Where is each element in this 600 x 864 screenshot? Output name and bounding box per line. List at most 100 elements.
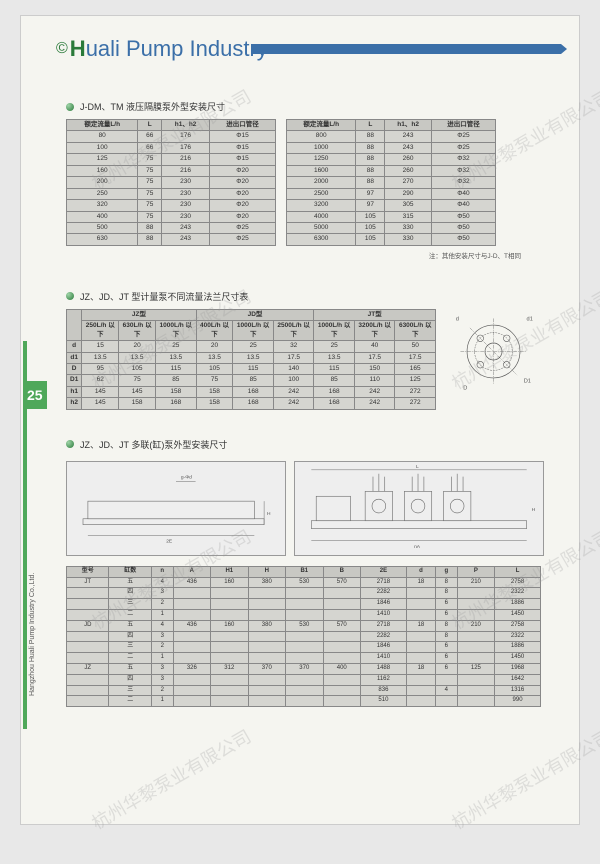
cell <box>211 631 248 642</box>
cell: 18 <box>406 577 435 588</box>
grp: JD型 <box>196 309 314 320</box>
svg-text:H: H <box>532 507 536 513</box>
cell: 88 <box>138 234 162 245</box>
catalog-page: © H uali Pump Industry 25 Hangzhou Huali… <box>20 15 580 825</box>
cell <box>211 653 248 664</box>
sub: 3200L/h 以下 <box>354 321 395 341</box>
section1-header: J-DM、TM 液压隔膜泵外型安装尺寸 <box>66 100 556 113</box>
cell: 2282 <box>361 588 407 599</box>
cell: Φ50 <box>431 222 495 233</box>
cell: 1250 <box>287 154 356 165</box>
cell <box>248 599 285 610</box>
cell: 88 <box>356 142 385 153</box>
cell <box>286 642 323 653</box>
cell <box>67 631 109 642</box>
cell: 85 <box>156 375 197 386</box>
col-header: 进出口管径 <box>210 120 276 131</box>
cell: 158 <box>156 386 197 397</box>
cell <box>211 588 248 599</box>
cell: 三 <box>109 642 151 653</box>
svg-text:2E: 2E <box>166 538 173 544</box>
cell: 168 <box>314 398 355 409</box>
drawing-side: 2E H g-Φd <box>66 461 286 556</box>
cell: 320 <box>67 200 138 211</box>
cell: 25 <box>156 341 197 352</box>
cell: 168 <box>233 386 274 397</box>
cell <box>323 653 360 664</box>
cell: Φ25 <box>210 222 276 233</box>
cell <box>248 631 285 642</box>
cell <box>406 588 435 599</box>
cell: 145 <box>82 398 119 409</box>
cell: 8 <box>436 577 458 588</box>
cell: 2718 <box>361 577 407 588</box>
cell: 115 <box>233 364 274 375</box>
cell: 1488 <box>361 663 407 674</box>
cell: 13.5 <box>196 352 233 363</box>
col-header: g <box>436 566 458 577</box>
cell: 2322 <box>495 588 541 599</box>
cell: 五 <box>109 577 151 588</box>
cell <box>457 642 494 653</box>
cell <box>406 696 435 707</box>
cell: 40 <box>354 341 395 352</box>
brand-header: © H uali Pump Industry <box>56 36 268 62</box>
cell: 3 <box>151 631 173 642</box>
cell: 630 <box>67 234 138 245</box>
cell <box>211 599 248 610</box>
cell: 250 <box>67 188 138 199</box>
cell: 88 <box>138 222 162 233</box>
cell: 243 <box>162 234 210 245</box>
brand-tag: Pump Industry <box>126 36 268 62</box>
section2-body: JZ型JD型JT型250L/h 以下630L/h 以下1000L/h 以下400… <box>66 309 556 410</box>
cell: 75 <box>138 200 162 211</box>
cell: 500 <box>67 222 138 233</box>
cell: 105 <box>196 364 233 375</box>
cell <box>323 599 360 610</box>
cell: Φ25 <box>210 234 276 245</box>
cell: 2 <box>151 599 173 610</box>
cell: 二 <box>109 609 151 620</box>
cell: 1 <box>151 653 173 664</box>
cell: 20 <box>119 341 156 352</box>
svg-text:d1: d1 <box>527 316 533 322</box>
cell <box>323 685 360 696</box>
cell: 990 <box>495 696 541 707</box>
cell: 140 <box>273 364 314 375</box>
cell: 125 <box>67 154 138 165</box>
dimension-table-right: 额定流量L/hLh1、h2进出口管径80088243Φ25100088243Φ2… <box>286 119 496 246</box>
cell <box>173 642 210 653</box>
cell: 570 <box>323 577 360 588</box>
cell: 210 <box>457 620 494 631</box>
cell: 75 <box>138 165 162 176</box>
cell <box>286 609 323 620</box>
cell: 370 <box>286 663 323 674</box>
cell: Φ15 <box>210 131 276 142</box>
cell: 6 <box>436 653 458 664</box>
svg-text:L: L <box>416 464 419 470</box>
cell: 242 <box>354 386 395 397</box>
cell <box>173 588 210 599</box>
cell: 6300 <box>287 234 356 245</box>
cell <box>406 599 435 610</box>
bullet-icon <box>66 292 74 300</box>
dimension-table-left: 额定流量L/hLh1、h2进出口管径8066176Φ1510066176Φ151… <box>66 119 276 246</box>
cell: D1 <box>67 375 82 386</box>
col-header: 额定流量L/h <box>287 120 356 131</box>
cell <box>436 674 458 685</box>
cell <box>406 685 435 696</box>
cell <box>211 642 248 653</box>
svg-text:H: H <box>267 511 271 517</box>
cell: 2322 <box>495 631 541 642</box>
cell <box>173 685 210 696</box>
cell: 242 <box>273 386 314 397</box>
cell <box>67 609 109 620</box>
cell: 1886 <box>495 599 541 610</box>
cell: 243 <box>162 222 210 233</box>
cell: 243 <box>385 131 432 142</box>
cell: 二 <box>109 653 151 664</box>
cell: Φ20 <box>210 200 276 211</box>
cell <box>248 696 285 707</box>
cell: 1642 <box>495 674 541 685</box>
cell: 80 <box>67 131 138 142</box>
